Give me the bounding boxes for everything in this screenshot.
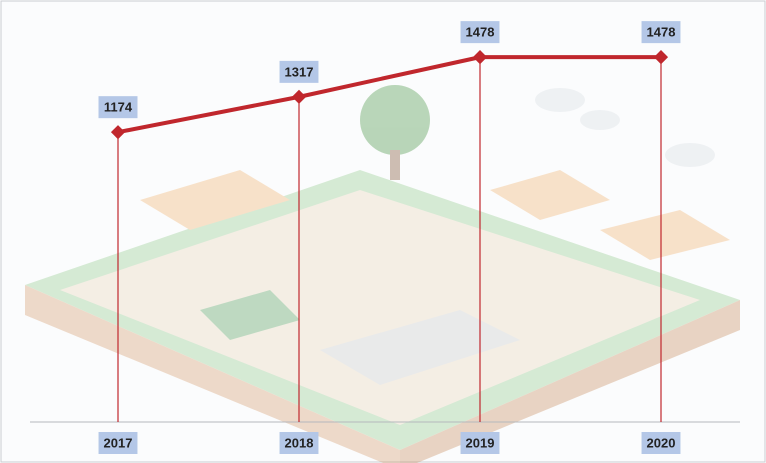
x-tick-label: 2019	[466, 435, 495, 450]
data-label: 1478	[647, 25, 676, 40]
line	[117, 55, 661, 135]
data-label-box	[641, 21, 681, 44]
data-label-box	[98, 96, 138, 119]
x-tick-label-box	[279, 432, 319, 454]
marker	[291, 89, 307, 104]
x-tick-label: 2017	[104, 435, 133, 450]
data-label: 1317	[285, 64, 314, 79]
x-tick-label: 2020	[647, 435, 676, 450]
marker	[472, 50, 488, 65]
x-tick-label-box	[98, 432, 138, 454]
marker	[653, 50, 669, 65]
data-label: 1174	[104, 100, 133, 115]
x-tick-label: 2018	[285, 435, 314, 450]
background-scene	[25, 85, 740, 463]
data-label-box	[279, 60, 319, 83]
x-tick-label-box	[460, 432, 500, 454]
data-label-box	[460, 21, 500, 44]
data-label: 1478	[466, 25, 495, 40]
x-tick-label-box	[641, 432, 681, 454]
